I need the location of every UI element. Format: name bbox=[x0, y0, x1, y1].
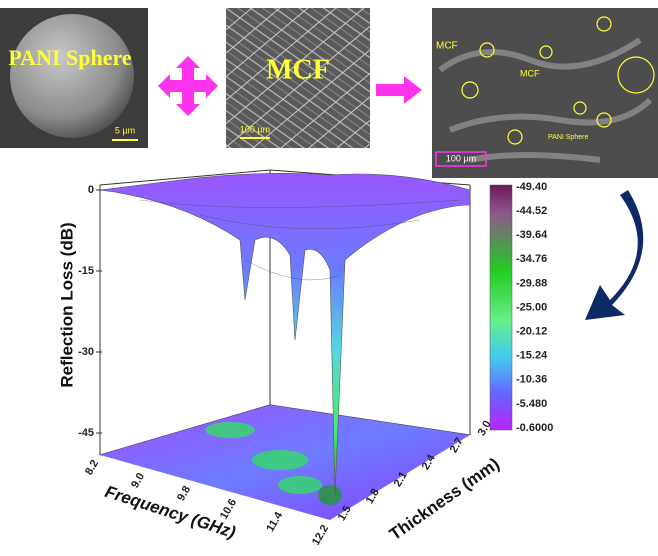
x-tick-label: 9.8 bbox=[175, 484, 193, 503]
colorbar bbox=[489, 184, 513, 431]
sem-mcf: MCF 100 µm bbox=[226, 8, 370, 148]
rl-surface bbox=[99, 173, 471, 496]
x-tick-label: 8.2 bbox=[83, 458, 101, 477]
sem-composite: MCF MCF PANI Sphere 100 µm bbox=[432, 8, 658, 178]
colorbar-label: -25.00 bbox=[516, 301, 547, 313]
panel-label: PANI Sphere bbox=[548, 134, 588, 141]
colorbar-label: -29.88 bbox=[516, 277, 547, 289]
panel-label: PANI Sphere bbox=[8, 45, 131, 70]
x-tick-label: 9.0 bbox=[129, 471, 147, 490]
plus-arrow bbox=[158, 56, 218, 116]
x-tick-label: 10.6 bbox=[218, 497, 239, 522]
colorbar-label: -10.36 bbox=[516, 374, 547, 386]
contour-islands bbox=[205, 422, 342, 505]
x-tick-label: 11.4 bbox=[264, 509, 285, 534]
sem-pani: PANI Sphere 5 µm bbox=[0, 8, 148, 148]
colorbar-label: -15.24 bbox=[516, 350, 548, 362]
colorbar-label: -34.76 bbox=[516, 253, 547, 265]
z-tick-label: 0 bbox=[88, 184, 94, 196]
scale-bar: 5 µm bbox=[115, 125, 135, 135]
colorbar-label: -44.52 bbox=[516, 205, 547, 217]
scale-bar: 100 µm bbox=[240, 124, 270, 134]
colorbar-label: -5.480 bbox=[516, 398, 547, 410]
colorbar-label: -0.6000 bbox=[516, 422, 553, 434]
x-tick-label: 12.2 bbox=[310, 523, 331, 548]
scale-bar: 100 µm bbox=[446, 153, 476, 163]
z-tick-label: -15 bbox=[78, 265, 94, 277]
colorbar-label: -49.40 bbox=[516, 181, 547, 193]
z-axis-label: Reflection Loss (dB) bbox=[57, 222, 76, 387]
curved-arrow bbox=[585, 190, 644, 320]
arrow bbox=[376, 76, 422, 104]
x-axis-label: Frequency (GHz) bbox=[103, 482, 239, 542]
panel-label: MCF bbox=[520, 68, 540, 78]
panel-label: MCF bbox=[266, 54, 330, 85]
z-tick-label: -45 bbox=[78, 427, 94, 439]
colorbar-label: -39.64 bbox=[516, 229, 548, 241]
panel-label: MCF bbox=[436, 41, 458, 52]
colorbar-label: -20.12 bbox=[516, 326, 547, 338]
z-tick-label: -30 bbox=[78, 346, 94, 358]
